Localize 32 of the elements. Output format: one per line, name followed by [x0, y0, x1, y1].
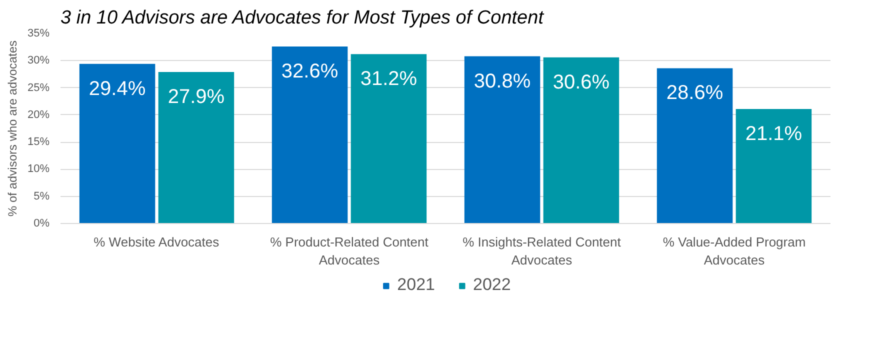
x-tick-label: % Insights-Related Content Advocates	[462, 234, 622, 268]
data-label: 21.1%	[745, 122, 802, 145]
y-tick-label: 0%	[34, 218, 50, 230]
y-tick-label: 10%	[27, 163, 50, 176]
data-label: 32.6%	[281, 60, 338, 83]
data-label: 30.8%	[474, 70, 531, 92]
data-label: 27.9%	[168, 86, 225, 108]
bar	[656, 68, 733, 224]
bar	[543, 57, 620, 224]
y-axis-title: % of advisors who are advocates	[5, 40, 20, 217]
bar	[158, 72, 234, 224]
legend-label: 2021	[397, 275, 435, 295]
y-tick-label: 25%	[27, 82, 50, 94]
bar	[79, 64, 156, 224]
bar	[736, 108, 812, 224]
data-label: 31.2%	[360, 68, 418, 90]
bar	[464, 56, 540, 224]
data-label: 28.6%	[666, 82, 724, 104]
legend-label: 2022	[473, 275, 511, 295]
x-tick-label: % Website Advocates	[94, 234, 220, 250]
y-tick-label: 30%	[27, 54, 50, 67]
x-tick-label: % Value-Added Program Advocates	[662, 234, 806, 268]
bar	[272, 46, 348, 224]
data-label: 30.6%	[552, 71, 610, 94]
y-tick-label: 5%	[34, 190, 50, 202]
y-tick-label: 35%	[27, 28, 50, 40]
x-tick-label: % Product-Related Content Advocates	[270, 234, 429, 268]
bar	[350, 54, 427, 224]
data-label: 29.4%	[88, 78, 146, 100]
chart-title: 3 in 10 Advisors are Advocates for Most Types of Content	[60, 8, 544, 28]
y-tick-label: 15%	[27, 136, 50, 148]
y-tick-label: 20%	[27, 108, 50, 121]
